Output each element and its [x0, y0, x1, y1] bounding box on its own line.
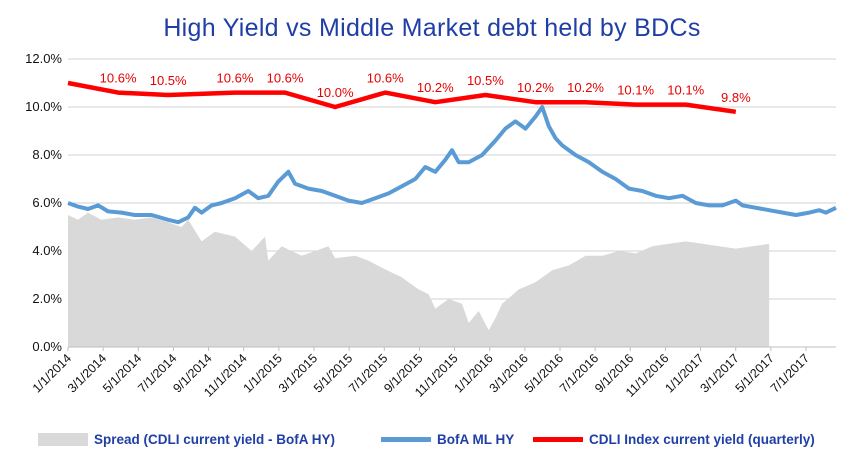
series-area-spread — [68, 212, 770, 347]
data-label: 10.5% — [150, 73, 187, 88]
legend-item-spread: Spread (CDLI current yield - BofA HY) — [38, 432, 335, 447]
series-line-bofa-hy — [67, 105, 837, 225]
legend-swatch-spread — [38, 433, 88, 446]
y-tick-label: 8.0% — [32, 147, 62, 162]
data-label: 9.8% — [721, 90, 751, 105]
data-label: 10.6% — [367, 71, 404, 86]
data-label: 10.0% — [317, 85, 354, 100]
x-tick-label: 7/1/2017 — [768, 351, 812, 395]
legend-label-spread: Spread (CDLI current yield - BofA HY) — [94, 432, 336, 447]
legend-label-hy: BofA ML HY — [437, 432, 515, 447]
y-tick-label: 2.0% — [32, 291, 62, 306]
y-tick-label: 10.0% — [25, 99, 62, 114]
data-label: 10.6% — [267, 71, 304, 86]
data-label: 10.1% — [667, 83, 704, 98]
data-label: 10.6% — [217, 71, 254, 86]
data-label: 10.2% — [517, 80, 554, 95]
data-label: 10.2% — [417, 80, 454, 95]
legend-label-cdli: CDLI Index current yield (quarterly) — [589, 432, 815, 447]
data-label: 10.5% — [467, 73, 504, 88]
y-tick-label: 4.0% — [32, 243, 62, 258]
y-tick-label: 12.0% — [25, 51, 62, 66]
chart-title: High Yield vs Middle Market debt held by… — [163, 14, 701, 42]
data-label: 10.2% — [567, 80, 604, 95]
legend-item-cdli: CDLI Index current yield (quarterly) — [533, 432, 815, 447]
y-tick-label: 6.0% — [32, 195, 62, 210]
legend-swatch-hy — [381, 437, 431, 442]
legend-item-hy: BofA ML HY — [381, 432, 514, 447]
data-label: 10.1% — [617, 83, 654, 98]
y-tick-label: 0.0% — [32, 339, 62, 354]
series-line-cdli — [67, 80, 737, 115]
legend: Spread (CDLI current yield - BofA HY) Bo… — [0, 432, 864, 460]
legend-swatch-cdli — [533, 437, 583, 442]
data-label: 10.6% — [100, 71, 137, 86]
